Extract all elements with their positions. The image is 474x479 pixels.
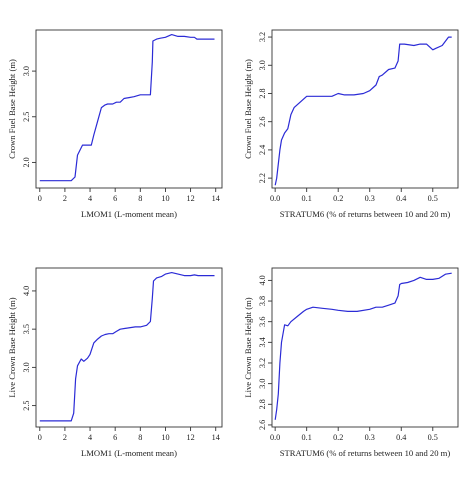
chart-panel-2: 0.0 0.1 0.2 0.3 0.4 0.5 STRATUM6 (% of returns… xyxy=(243,29,459,219)
y-tick-label: 4.0 xyxy=(258,275,267,285)
x-axis: 0 2 4 6 8 10 12 14 LMOM1 (L-moment mean) xyxy=(38,427,220,458)
x-axis-title: STRATUM6 (% of returns between 10 and 20… xyxy=(280,448,451,458)
y-tick-label: 2.8 xyxy=(258,88,267,98)
y-axis: 2.2 2.4 2.6 2.8 3.0 3.2 Crown Fuel Base Height… xyxy=(243,32,272,183)
y-axis-title: Live Crown Base Height (m) xyxy=(7,297,17,397)
y-tick-label: 3.2 xyxy=(258,358,267,368)
x-tick-label: 6 xyxy=(113,433,117,442)
plot-frame xyxy=(271,29,459,189)
chart-panel-1: 0 2 4 6 8 10 12 14 LMOM1 (L-moment mean) 2.0 2.5 3.… xyxy=(7,29,223,219)
x-tick-label: 12 xyxy=(186,433,194,442)
y-axis: 2.5 3.0 3.5 4.0 Live Crown Base Height (m) xyxy=(7,286,36,411)
x-tick-label: 0.4 xyxy=(396,433,406,442)
y-tick-label: 2.0 xyxy=(22,157,31,167)
x-tick-label: 10 xyxy=(161,433,169,442)
y-tick-label: 2.2 xyxy=(258,173,267,183)
x-tick-label: 0.5 xyxy=(428,194,438,203)
x-axis: 0.0 0.1 0.2 0.3 0.4 0.5 STRATUM6 (% of returns… xyxy=(270,188,450,219)
y-tick-label: 3.2 xyxy=(258,32,267,42)
series-line xyxy=(39,33,215,182)
chart-panel-3: 0 2 4 6 8 10 12 14 LMOM1 (L-moment mean) 2.5 3.0 3.… xyxy=(7,267,223,458)
x-tick-label: 0.1 xyxy=(302,194,312,203)
plot-frame xyxy=(271,267,459,428)
x-axis: 0 2 4 6 8 10 12 14 LMOM1 (L-moment mean) xyxy=(38,188,220,219)
x-tick-label: 4 xyxy=(88,433,92,442)
plot-frame xyxy=(35,267,223,428)
series-line xyxy=(274,36,452,186)
x-axis: 0.0 0.1 0.2 0.3 0.4 0.5 STRATUM6 (% of returns… xyxy=(270,427,450,458)
y-axis: 2.0 2.5 3.0 Crown Fuel Base Height (m) xyxy=(7,59,36,168)
y-axis-title: Live Crown Base Height (m) xyxy=(243,297,253,397)
x-tick-label: 0.3 xyxy=(365,194,375,203)
x-tick-label: 0.4 xyxy=(396,194,406,203)
plot-frame xyxy=(35,29,223,189)
y-tick-label: 2.6 xyxy=(258,420,267,430)
y-tick-label: 2.8 xyxy=(258,399,267,409)
x-tick-label: 2 xyxy=(63,194,67,203)
x-tick-label: 0 xyxy=(38,194,42,203)
x-tick-label: 14 xyxy=(212,194,220,203)
y-axis: 2.6 2.8 3.0 3.2 3.4 3.6 3.8 4.0 Live Crown Base … xyxy=(243,275,272,430)
x-tick-label: 0.0 xyxy=(270,194,280,203)
y-tick-label: 4.0 xyxy=(22,286,31,296)
x-tick-label: 0.0 xyxy=(270,433,280,442)
y-tick-label: 3.0 xyxy=(258,60,267,70)
y-tick-label: 3.0 xyxy=(22,66,31,76)
x-tick-label: 8 xyxy=(138,433,142,442)
y-tick-label: 3.6 xyxy=(258,317,267,327)
series-line xyxy=(274,272,452,420)
y-tick-label: 2.5 xyxy=(22,112,31,122)
y-tick-label: 2.4 xyxy=(258,145,267,155)
y-tick-label: 3.0 xyxy=(258,379,267,389)
x-tick-label: 0.2 xyxy=(333,194,343,203)
x-tick-label: 6 xyxy=(113,194,117,203)
x-tick-label: 0 xyxy=(38,433,42,442)
y-tick-label: 3.8 xyxy=(258,296,267,306)
x-tick-label: 0.3 xyxy=(365,433,375,442)
x-tick-label: 12 xyxy=(186,194,194,203)
x-axis-title: LMOM1 (L-moment mean) xyxy=(81,448,177,458)
x-tick-label: 0.5 xyxy=(428,433,438,442)
x-tick-label: 0.1 xyxy=(302,433,312,442)
x-tick-label: 4 xyxy=(88,194,92,203)
x-tick-label: 2 xyxy=(63,433,67,442)
y-tick-label: 3.5 xyxy=(22,324,31,334)
x-tick-label: 8 xyxy=(138,194,142,203)
series-line xyxy=(39,272,215,422)
x-tick-label: 10 xyxy=(161,194,169,203)
y-axis-title: Crown Fuel Base Height (m) xyxy=(243,59,253,159)
y-tick-label: 3.4 xyxy=(258,337,267,347)
x-axis-title: LMOM1 (L-moment mean) xyxy=(81,209,177,219)
x-axis-title: STRATUM6 (% of returns between 10 and 20… xyxy=(280,209,451,219)
x-tick-label: 14 xyxy=(212,433,220,442)
x-tick-label: 0.2 xyxy=(333,433,343,442)
y-tick-label: 3.0 xyxy=(22,362,31,372)
y-axis-title: Crown Fuel Base Height (m) xyxy=(7,59,17,159)
y-tick-label: 2.6 xyxy=(258,117,267,127)
chart-panel-4: 0.0 0.1 0.2 0.3 0.4 0.5 STRATUM6 (% of returns… xyxy=(243,267,459,458)
y-tick-label: 2.5 xyxy=(22,400,31,410)
